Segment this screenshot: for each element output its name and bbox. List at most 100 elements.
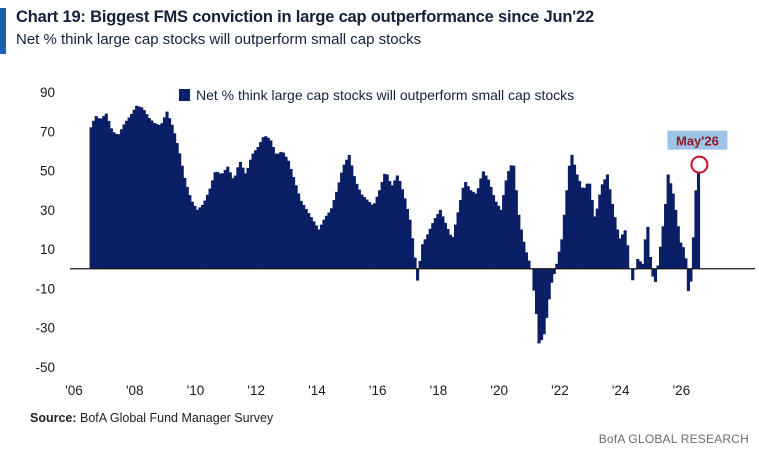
bar — [416, 268, 420, 281]
bar — [135, 105, 139, 269]
bar — [367, 202, 372, 269]
bar — [585, 183, 589, 269]
bar — [446, 229, 450, 269]
x-tick-label: '22 — [551, 383, 569, 398]
bar — [456, 212, 460, 269]
x-tick-label: '26 — [673, 383, 691, 398]
bar — [494, 201, 498, 269]
bar — [261, 137, 265, 269]
bar — [580, 187, 584, 269]
y-axis-ticks: 90 70 50 30 10 -10 -30 -50 — [35, 85, 55, 375]
bar — [388, 181, 392, 269]
bar — [527, 260, 531, 269]
bar — [112, 132, 116, 269]
bar — [658, 246, 663, 269]
bar — [453, 224, 458, 269]
bar — [276, 153, 280, 269]
bar — [686, 268, 690, 292]
bar — [198, 207, 202, 269]
bar — [512, 165, 516, 269]
bar — [362, 197, 367, 269]
bar — [595, 208, 599, 269]
bar — [542, 268, 546, 335]
bar — [370, 204, 374, 269]
bar — [418, 260, 422, 269]
bar — [297, 193, 301, 269]
y-tick-label: -10 — [35, 281, 55, 296]
bar — [92, 120, 96, 269]
bar — [122, 124, 126, 269]
bar — [466, 186, 470, 269]
bar — [653, 268, 658, 282]
bar — [165, 111, 169, 269]
bar — [332, 200, 336, 269]
y-tick-label: -50 — [35, 360, 55, 375]
bar — [312, 221, 316, 269]
bar — [140, 107, 144, 269]
bar — [109, 128, 113, 269]
bar — [221, 173, 225, 269]
bar — [603, 179, 607, 269]
bar — [279, 151, 283, 269]
bar — [684, 258, 688, 269]
bar — [327, 212, 331, 269]
bar — [613, 217, 617, 269]
bar — [572, 164, 577, 269]
bar — [309, 217, 313, 269]
bar — [259, 142, 263, 269]
bar — [130, 113, 134, 269]
bar — [534, 268, 539, 314]
bar — [147, 118, 151, 269]
bar — [200, 204, 205, 269]
bar — [491, 195, 496, 269]
bar — [570, 154, 574, 269]
bar — [152, 122, 156, 269]
bar — [254, 150, 258, 269]
bar — [104, 113, 108, 269]
bar — [588, 183, 592, 269]
bar — [150, 120, 154, 269]
bar — [248, 159, 253, 269]
bar — [170, 124, 174, 269]
bar — [271, 147, 275, 269]
bar — [274, 153, 278, 269]
bar — [355, 183, 359, 269]
x-tick-label: '18 — [430, 383, 448, 398]
bar — [168, 118, 172, 269]
bar — [664, 203, 668, 269]
bar — [375, 196, 379, 269]
bar — [459, 200, 463, 269]
bar — [615, 229, 620, 269]
bar — [474, 193, 478, 269]
bar — [661, 226, 665, 269]
bar — [421, 244, 425, 269]
bar — [286, 160, 291, 269]
bar — [243, 173, 248, 269]
bar — [241, 167, 245, 269]
bar — [304, 209, 308, 269]
bar — [231, 178, 235, 269]
bar — [575, 174, 579, 269]
bar — [213, 172, 217, 269]
bar — [557, 251, 561, 269]
bar — [117, 134, 121, 269]
bar — [426, 234, 430, 269]
bar — [132, 109, 136, 269]
bar — [157, 124, 162, 269]
bar — [436, 213, 440, 269]
bar — [238, 161, 242, 269]
bar — [413, 257, 417, 269]
bar — [269, 140, 273, 269]
bar — [532, 268, 536, 291]
bar — [681, 247, 685, 269]
bar — [352, 176, 356, 269]
bar — [565, 190, 569, 269]
bar — [502, 195, 506, 269]
annotation-label: May'26 — [676, 134, 719, 149]
bar — [631, 268, 635, 281]
bar — [646, 226, 650, 269]
y-tick-label: -30 — [35, 321, 55, 336]
bar — [537, 268, 541, 344]
bar — [180, 165, 184, 269]
bar — [357, 189, 361, 269]
